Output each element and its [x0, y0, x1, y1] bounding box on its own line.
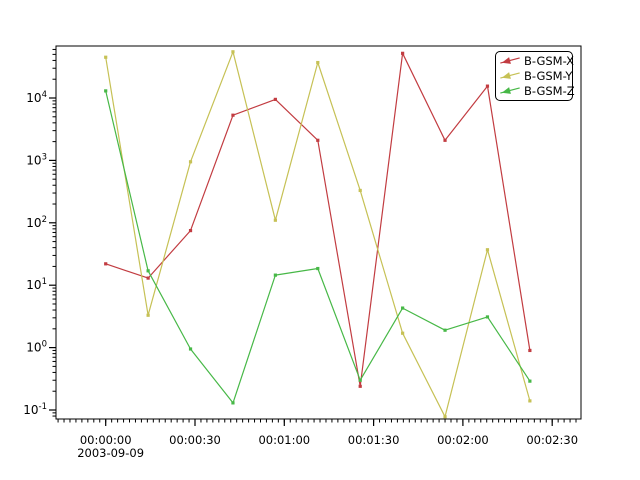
legend-label: B-GSM-X — [524, 53, 575, 68]
data-point-marker-B-GSM-Z — [316, 266, 320, 271]
data-point-marker-B-GSM-X — [401, 51, 405, 55]
x-tick-label: 00:00:30 — [169, 433, 221, 447]
y-tick-label: 104 — [26, 90, 47, 105]
data-point-marker-B-GSM-X — [358, 384, 362, 388]
legend-marker-line-icon — [500, 72, 520, 79]
x-tick-label: 00:01:00 — [258, 433, 310, 447]
y-tick-label: 102 — [26, 215, 47, 230]
legend-marker-line-icon — [500, 57, 520, 64]
data-point-marker-B-GSM-Y — [485, 248, 490, 252]
y-tick-label: 101 — [26, 277, 47, 292]
x-tick-label: 00:00:00 — [80, 433, 132, 447]
data-point-marker-B-GSM-Z — [528, 379, 532, 383]
data-point-marker-B-GSM-Z — [231, 401, 235, 405]
data-point-marker-B-GSM-X — [443, 138, 447, 142]
data-point-marker-B-GSM-X — [188, 228, 193, 233]
data-point-marker-B-GSM-Y — [146, 313, 150, 317]
data-point-marker-B-GSM-X — [146, 276, 150, 280]
data-point-marker-B-GSM-Y — [358, 188, 362, 193]
data-point-marker-B-GSM-X — [231, 113, 235, 117]
data-point-marker-B-GSM-X — [273, 97, 277, 101]
data-point-marker-B-GSM-Y — [401, 331, 405, 335]
data-point-marker-B-GSM-Z — [358, 378, 362, 382]
series-line-B-GSM-Z — [105, 90, 531, 404]
data-point-marker-B-GSM-Z — [401, 306, 405, 310]
data-point-marker-B-GSM-Y — [104, 55, 108, 59]
data-point-marker-B-GSM-X — [316, 138, 320, 142]
data-point-marker-B-GSM-Y — [231, 50, 235, 54]
x-axis-date-label: 2003-09-09 — [77, 446, 144, 460]
legend-item-bgsmx: B-GSM-X — [499, 53, 574, 68]
data-point-marker-B-GSM-Y — [273, 218, 277, 222]
legend-item-bgsmz: B-GSM-Z — [499, 83, 575, 98]
data-point-marker-B-GSM-Y — [443, 415, 447, 419]
x-tick-label: 00:02:30 — [526, 433, 578, 447]
data-point-marker-B-GSM-X — [528, 348, 532, 353]
x-tick-label: 00:02:00 — [437, 433, 489, 447]
data-point-marker-B-GSM-Z — [188, 347, 193, 351]
y-tick-label: 10-1 — [23, 402, 47, 417]
x-tick-label: 00:01:30 — [348, 433, 400, 447]
data-point-marker-B-GSM-Y — [528, 399, 532, 403]
legend-label: B-GSM-Y — [524, 68, 573, 83]
data-point-marker-B-GSM-Z — [104, 89, 108, 93]
data-point-marker-B-GSM-Z — [443, 328, 447, 332]
data-point-marker-B-GSM-X — [104, 262, 108, 266]
y-tick-label: 103 — [26, 152, 47, 167]
data-point-marker-B-GSM-Y — [188, 160, 193, 164]
data-point-marker-B-GSM-Z — [273, 273, 277, 277]
data-point-marker-B-GSM-Y — [316, 60, 320, 65]
data-point-marker-B-GSM-Z — [485, 315, 490, 319]
series-line-B-GSM-Y — [105, 51, 531, 418]
y-tick-label: 100 — [26, 340, 47, 355]
data-point-marker-B-GSM-X — [485, 84, 490, 88]
legend-marker-line-icon — [500, 87, 520, 94]
legend-item-bgsmy: B-GSM-Y — [499, 68, 572, 83]
legend-label: B-GSM-Z — [524, 83, 575, 98]
series-line-B-GSM-X — [105, 52, 531, 387]
legend: B-GSM-X B-GSM-Y B-GSM-Z — [495, 51, 575, 101]
data-point-marker-B-GSM-Z — [146, 269, 150, 273]
